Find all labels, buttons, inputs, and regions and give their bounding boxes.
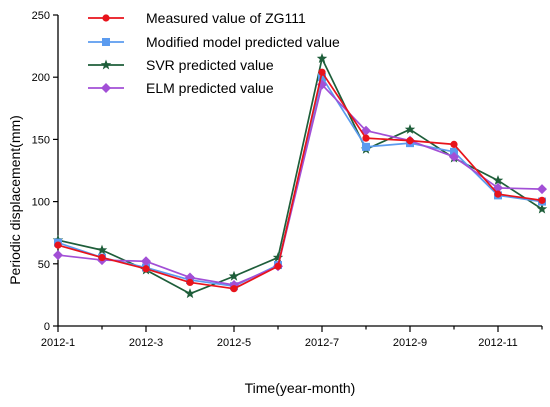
data-point xyxy=(537,184,547,195)
legend-marker xyxy=(102,14,110,22)
legend-marker xyxy=(100,59,112,70)
data-point xyxy=(186,278,194,287)
legend: Measured value of ZG111 Modified model pr… xyxy=(88,10,340,96)
data-point xyxy=(228,270,240,281)
legend-item: Measured value of ZG111 xyxy=(88,10,306,26)
data-point xyxy=(494,190,502,198)
x-axis-title: Time(year-month) xyxy=(245,380,356,396)
axes: 0 50 100 150 200 250 2012-1 2012-3 2012-5 2012-7 2… xyxy=(32,10,543,349)
data-point xyxy=(318,73,326,82)
data-point xyxy=(53,250,63,261)
x-tick-label: 2012-9 xyxy=(393,337,427,349)
legend-marker xyxy=(102,38,110,46)
data-point xyxy=(449,151,459,162)
data-point xyxy=(142,265,150,273)
series-1 xyxy=(54,73,546,291)
data-point xyxy=(316,53,328,63)
data-point xyxy=(141,256,151,267)
y-tick-label: 250 xyxy=(32,10,50,22)
x-tick-label: 2012-3 xyxy=(129,337,163,349)
x-tick-label: 2012-5 xyxy=(217,337,251,349)
series-line xyxy=(57,83,543,286)
data-point xyxy=(406,137,414,145)
series-0 xyxy=(54,68,546,293)
data-point xyxy=(450,140,458,148)
data-point xyxy=(318,68,326,76)
x-tick-label: 2012-7 xyxy=(305,337,339,349)
data-point xyxy=(538,196,546,204)
x-tick-label: 2012-1 xyxy=(41,337,75,349)
data-point xyxy=(54,241,62,249)
y-tick-label: 150 xyxy=(32,134,50,146)
legend-label: SVR predicted value xyxy=(146,57,274,73)
legend-label: Modified model predicted value xyxy=(146,34,340,50)
data-point xyxy=(492,174,504,185)
legend-item: Modified model predicted value xyxy=(88,34,340,50)
y-tick-label: 100 xyxy=(32,197,50,209)
x-tick-label: 2012-11 xyxy=(478,337,518,349)
y-tick-label: 200 xyxy=(32,72,50,84)
legend-item: ELM predicted value xyxy=(88,80,274,96)
series-layer xyxy=(52,53,548,299)
legend-label: Measured value of ZG111 xyxy=(146,10,306,26)
data-point xyxy=(230,285,238,293)
series-line xyxy=(57,71,543,290)
data-point xyxy=(184,288,196,299)
series-line xyxy=(57,76,543,288)
y-axis-title: Periodic displacement(mm) xyxy=(7,115,23,285)
data-point xyxy=(272,252,284,263)
y-tick-label: 50 xyxy=(38,259,50,271)
data-point xyxy=(274,262,282,270)
legend-marker xyxy=(101,83,111,93)
data-point xyxy=(404,123,416,134)
legend-label: ELM predicted value xyxy=(146,80,274,96)
data-point xyxy=(98,253,106,262)
legend-item: SVR predicted value xyxy=(88,57,274,73)
data-point xyxy=(536,203,548,214)
y-tick-label: 0 xyxy=(44,321,50,333)
series-3 xyxy=(53,79,547,290)
data-point xyxy=(362,134,370,142)
data-point xyxy=(362,142,370,151)
data-point xyxy=(96,244,108,255)
